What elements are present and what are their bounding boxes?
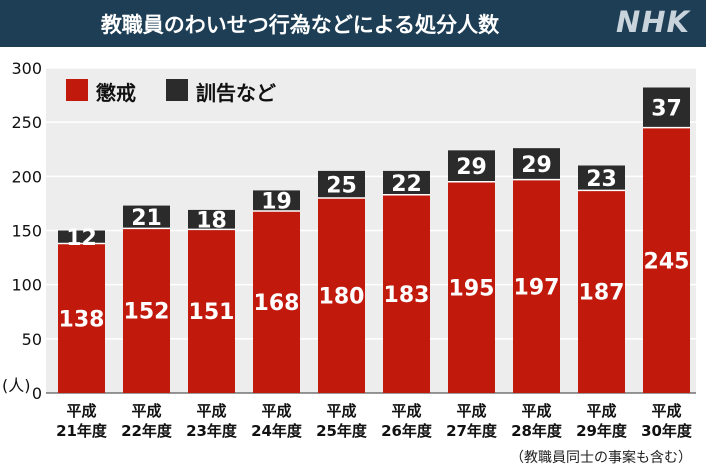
data-label-admonition: 21	[131, 206, 162, 231]
legend-label-discipline: 懲戒	[96, 81, 136, 105]
y-tick-label: 100	[11, 276, 42, 295]
bar-admonition	[448, 150, 495, 182]
x-tick-label-era: 平成	[131, 402, 161, 420]
y-tick-label: 0	[32, 384, 42, 403]
x-tick-label-era: 平成	[326, 402, 356, 420]
x-tick-label-era: 平成	[261, 402, 291, 420]
data-label-admonition: 18	[196, 209, 227, 234]
data-label-discipline: 180	[319, 285, 365, 310]
y-unit-label: (人)	[2, 376, 31, 395]
bar-discipline	[448, 181, 495, 393]
footnote: （教職員同士の事案も含む）	[510, 450, 692, 466]
bar-discipline	[253, 211, 300, 393]
y-tick-label: 150	[11, 222, 42, 241]
bar-discipline	[383, 194, 430, 393]
data-label-discipline: 187	[579, 281, 625, 306]
x-tick-label-year: 28年度	[511, 422, 563, 440]
x-tick-label-year: 24年度	[251, 422, 303, 440]
x-tick-label-year: 27年度	[446, 422, 498, 440]
bar-admonition	[383, 170, 430, 195]
y-tick-label: 200	[11, 167, 42, 186]
bar-admonition	[253, 190, 300, 211]
data-label-discipline: 195	[449, 276, 495, 301]
chart-title: 教職員のわいせつ行為などによる処分人数	[100, 13, 500, 37]
bar-admonition	[123, 205, 170, 229]
x-tick-label-era: 平成	[456, 402, 486, 420]
y-tick-label: 300	[11, 59, 42, 78]
x-tick-label-year: 25年度	[316, 422, 368, 440]
bar-admonition	[188, 209, 235, 230]
data-label-discipline: 168	[254, 291, 300, 316]
x-tick-label-year: 30年度	[641, 422, 693, 440]
x-tick-label-year: 23年度	[186, 422, 238, 440]
x-tick-label-era: 平成	[586, 402, 616, 420]
bar-discipline	[123, 228, 170, 393]
data-label-discipline: 245	[644, 249, 690, 274]
x-tick-label-era: 平成	[196, 402, 226, 420]
data-label-admonition: 29	[521, 153, 552, 178]
x-tick-label-year: 26年度	[381, 422, 433, 440]
title-bar: 教職員のわいせつ行為などによる処分人数 NHK	[0, 0, 706, 47]
legend-swatch-admonition	[166, 79, 188, 101]
bar-admonition	[318, 170, 365, 198]
x-tick-label-year: 29年度	[576, 422, 628, 440]
nhk-logo: NHK	[615, 5, 690, 39]
bar-discipline	[188, 229, 235, 393]
data-label-discipline: 151	[189, 300, 235, 325]
x-tick-label-era: 平成	[66, 402, 96, 420]
legend-label-admonition: 訓告など	[196, 81, 276, 105]
data-label-admonition: 37	[651, 97, 682, 122]
y-tick-label: 250	[11, 113, 42, 132]
data-label-discipline: 138	[59, 307, 105, 332]
x-tick-label-era: 平成	[651, 402, 681, 420]
data-label-discipline: 152	[124, 300, 170, 325]
bar-discipline	[318, 198, 365, 393]
data-label-admonition: 29	[456, 155, 487, 180]
data-label-discipline: 183	[384, 283, 430, 308]
y-tick-label: 50	[22, 330, 42, 349]
bar-admonition	[643, 87, 690, 128]
bar-discipline	[58, 243, 105, 393]
bar-discipline	[513, 179, 560, 393]
x-tick-label-year: 21年度	[56, 422, 108, 440]
bar-admonition	[578, 165, 625, 191]
legend-swatch-discipline	[66, 79, 88, 101]
data-label-admonition: 19	[261, 190, 292, 215]
data-label-admonition: 25	[326, 173, 357, 198]
bar-discipline	[643, 127, 690, 393]
bar-discipline	[578, 190, 625, 393]
x-tick-label-era: 平成	[391, 402, 421, 420]
data-label-admonition: 12	[66, 226, 97, 251]
data-label-admonition: 23	[586, 167, 617, 192]
bar-admonition	[513, 148, 560, 180]
x-tick-label-era: 平成	[521, 402, 551, 420]
data-label-discipline: 197	[514, 275, 560, 300]
bar-admonition	[58, 230, 105, 244]
x-tick-label-year: 22年度	[121, 422, 173, 440]
data-label-admonition: 22	[391, 172, 422, 197]
